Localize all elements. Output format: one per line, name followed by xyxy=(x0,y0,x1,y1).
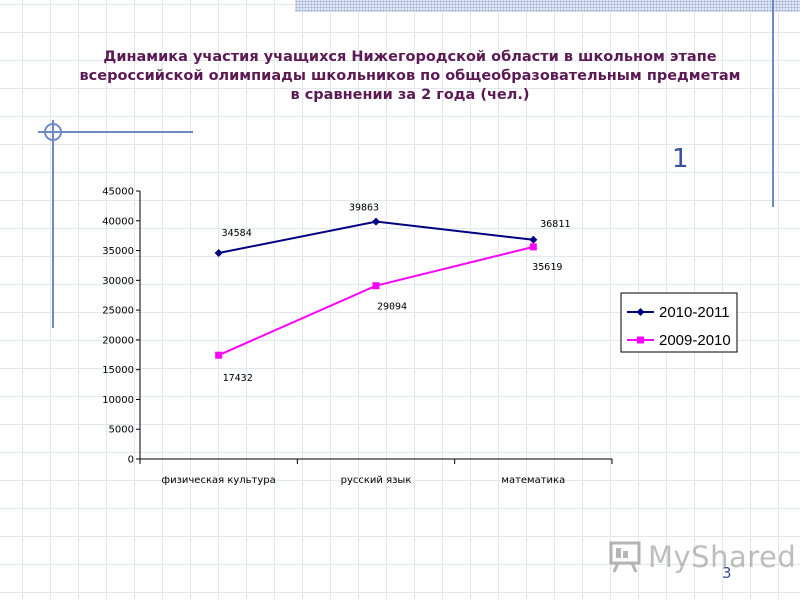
chart-legend: 2010-2011 2009-2010 xyxy=(620,292,738,353)
chart-series xyxy=(214,217,538,359)
y-tick-label: 35000 xyxy=(102,246,134,257)
series-line-2010-2011 xyxy=(218,220,534,255)
series-point-square xyxy=(529,243,537,251)
x-category-label: физическая культура xyxy=(162,475,276,486)
presentation-board-icon xyxy=(609,541,641,573)
data-label: 39863 xyxy=(349,203,379,214)
series-point-square xyxy=(215,351,223,359)
series-point-diamond xyxy=(214,249,223,258)
chart-data-labels: 34584 39863 36811 17432 29094 35619 xyxy=(222,203,571,385)
x-category-label: математика xyxy=(501,475,565,486)
watermark-logo: MyShared xyxy=(608,536,796,576)
y-tick-label: 40000 xyxy=(102,216,134,227)
series-point-diamond xyxy=(636,308,645,316)
decor-ring xyxy=(44,123,62,141)
data-label: 34584 xyxy=(222,228,252,239)
series-point-diamond xyxy=(529,235,538,244)
decor-horizontal-line-left xyxy=(38,131,193,133)
series-point-diamond xyxy=(372,217,380,226)
y-tick-label: 10000 xyxy=(102,395,134,406)
y-tick-label: 20000 xyxy=(102,335,134,346)
top-dotted-band xyxy=(295,0,800,12)
series-point-square xyxy=(637,336,644,344)
x-category-label: русский язык xyxy=(341,475,412,486)
data-label: 35619 xyxy=(532,262,562,273)
legend-entry: 2010-2011 xyxy=(659,304,730,321)
data-label: 17432 xyxy=(223,373,253,384)
decor-vertical-line-left xyxy=(52,120,54,328)
page-number: 3 xyxy=(722,564,732,582)
data-label: 29094 xyxy=(377,302,407,313)
y-tick-label: 25000 xyxy=(102,306,134,317)
series-point-square xyxy=(372,282,380,290)
data-label: 36811 xyxy=(540,219,570,230)
chart-axes: 0 5000 10000 15000 20000 25000 30000 35000 40000… xyxy=(102,187,613,486)
decor-vertical-line-right xyxy=(772,0,774,207)
y-tick-label: 5000 xyxy=(109,425,134,436)
legend-entry: 2009-2010 xyxy=(659,332,731,349)
slide-title: Динамика участия учащихся Нижегородской … xyxy=(79,49,741,103)
y-tick-label: 15000 xyxy=(102,365,134,376)
y-tick-label: 30000 xyxy=(102,276,134,287)
y-tick-label: 0 xyxy=(128,455,134,466)
slide-marker-number: 1 xyxy=(672,144,689,174)
y-tick-label: 45000 xyxy=(102,187,134,198)
watermark-text: MyShared xyxy=(648,540,797,574)
